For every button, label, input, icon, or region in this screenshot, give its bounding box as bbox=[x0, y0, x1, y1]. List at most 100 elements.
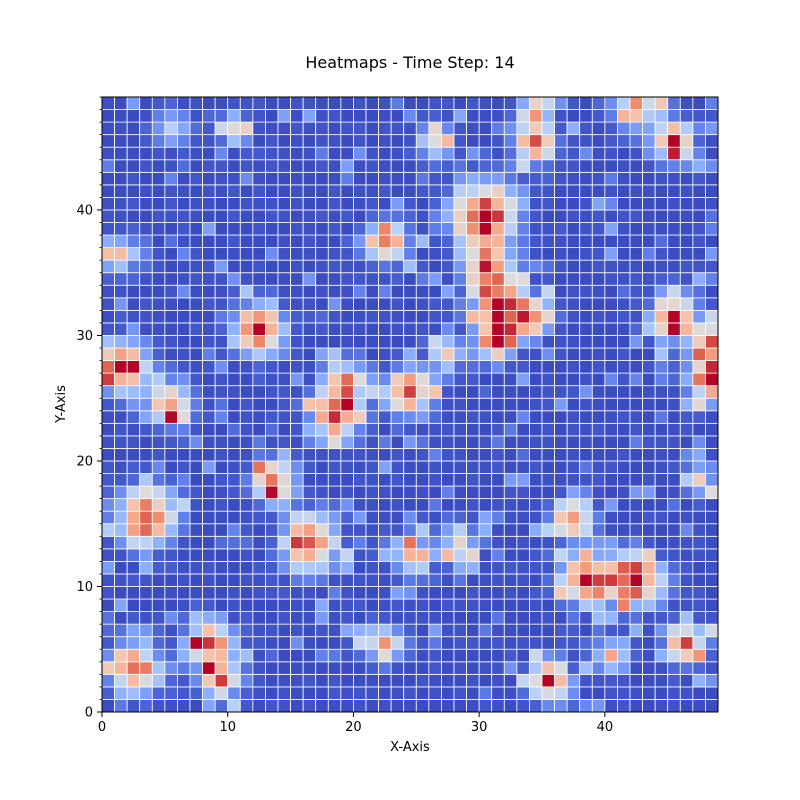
heatmap-cell bbox=[491, 209, 505, 223]
heatmap-cell bbox=[151, 259, 166, 274]
heatmap-cell bbox=[252, 234, 266, 249]
heatmap-cell bbox=[302, 460, 317, 474]
heatmap-cell bbox=[101, 197, 115, 211]
heatmap-cell bbox=[265, 171, 279, 186]
heatmap-cell bbox=[365, 347, 379, 361]
heatmap-cell bbox=[642, 209, 656, 223]
heatmap-cell bbox=[126, 699, 141, 713]
heatmap-cell bbox=[202, 548, 216, 562]
heatmap-cell bbox=[202, 560, 216, 575]
heatmap-cell bbox=[252, 535, 266, 550]
heatmap-cell bbox=[164, 209, 178, 223]
heatmap-cell bbox=[340, 460, 354, 474]
heatmap-cell bbox=[667, 134, 681, 148]
heatmap-cell bbox=[214, 586, 229, 600]
heatmap-cell bbox=[177, 259, 191, 274]
heatmap-cell bbox=[151, 197, 166, 211]
heatmap-cell bbox=[466, 410, 480, 424]
heatmap-cell bbox=[642, 259, 656, 274]
heatmap-cell bbox=[315, 699, 329, 713]
heatmap-cell bbox=[390, 523, 405, 537]
heatmap-cell bbox=[516, 623, 530, 638]
heatmap-cell bbox=[441, 259, 455, 274]
heatmap-cell bbox=[591, 272, 606, 286]
heatmap-cell bbox=[378, 699, 392, 713]
heatmap-cell bbox=[114, 435, 128, 449]
heatmap-cell bbox=[378, 159, 392, 173]
heatmap-cell bbox=[378, 209, 392, 223]
heatmap-cell bbox=[101, 435, 115, 449]
heatmap-cell bbox=[315, 523, 329, 537]
heatmap-cell bbox=[340, 535, 354, 550]
heatmap-cell bbox=[579, 372, 593, 387]
heatmap-cell bbox=[126, 372, 141, 387]
heatmap-cell bbox=[529, 473, 543, 487]
heatmap-cell bbox=[114, 611, 128, 625]
heatmap-cell bbox=[566, 209, 581, 223]
heatmap-cell bbox=[415, 171, 430, 186]
heatmap-cell bbox=[214, 309, 229, 324]
heatmap-cell bbox=[315, 322, 329, 336]
heatmap-cell bbox=[315, 448, 329, 462]
heatmap-cell bbox=[101, 234, 115, 249]
heatmap-cell bbox=[415, 548, 430, 562]
heatmap-cell bbox=[541, 297, 555, 311]
heatmap-cell bbox=[265, 159, 279, 173]
heatmap-cell bbox=[101, 335, 115, 349]
heatmap-cell bbox=[692, 410, 706, 424]
heatmap-cell bbox=[503, 222, 518, 236]
heatmap-cell bbox=[554, 234, 568, 249]
heatmap-cell bbox=[705, 673, 719, 688]
heatmap-cell bbox=[453, 548, 467, 562]
heatmap-cell bbox=[151, 560, 166, 575]
heatmap-cell bbox=[378, 184, 392, 198]
heatmap-cell bbox=[428, 510, 442, 525]
heatmap-cell bbox=[604, 460, 618, 474]
heatmap-cell bbox=[403, 360, 417, 374]
heatmap-cell bbox=[466, 448, 480, 462]
heatmap-cell bbox=[529, 611, 543, 625]
heatmap-cell bbox=[428, 648, 442, 663]
heatmap-cell bbox=[390, 309, 405, 324]
heatmap-cell bbox=[679, 360, 694, 374]
heatmap-cell bbox=[679, 485, 694, 500]
heatmap-cell bbox=[390, 611, 405, 625]
heatmap-cell bbox=[604, 209, 618, 223]
heatmap-cell bbox=[378, 448, 392, 462]
heatmap-cell bbox=[365, 460, 379, 474]
heatmap-cell bbox=[315, 460, 329, 474]
heatmap-cell bbox=[591, 96, 606, 110]
heatmap-cell bbox=[491, 573, 505, 587]
heatmap-cell bbox=[139, 209, 153, 223]
heatmap-cell bbox=[466, 673, 480, 688]
heatmap-cell bbox=[705, 159, 719, 173]
heatmap-cell bbox=[327, 385, 342, 399]
heatmap-cell bbox=[604, 284, 618, 299]
heatmap-cell bbox=[415, 360, 430, 374]
heatmap-cell bbox=[290, 510, 304, 525]
heatmap-cell bbox=[566, 523, 581, 537]
heatmap-cell bbox=[604, 372, 618, 387]
heatmap-cell bbox=[327, 485, 342, 500]
heatmap-cell bbox=[101, 259, 115, 274]
heatmap-cell bbox=[617, 686, 631, 700]
heatmap-cell bbox=[390, 686, 405, 700]
heatmap-cell bbox=[164, 573, 178, 587]
heatmap-cell bbox=[529, 586, 543, 600]
heatmap-cell bbox=[667, 247, 681, 261]
heatmap-cell bbox=[164, 247, 178, 261]
heatmap-cell bbox=[302, 297, 317, 311]
heatmap-cell bbox=[315, 661, 329, 675]
heatmap-cell bbox=[604, 159, 618, 173]
heatmap-cell bbox=[290, 322, 304, 336]
heatmap-cell bbox=[705, 623, 719, 638]
heatmap-cell bbox=[353, 360, 367, 374]
heatmap-cell bbox=[101, 372, 115, 387]
heatmap-cell bbox=[252, 699, 266, 713]
heatmap-cell bbox=[604, 510, 618, 525]
heatmap-cell bbox=[126, 397, 141, 412]
heatmap-cell bbox=[679, 636, 694, 650]
heatmap-cell bbox=[541, 448, 555, 462]
heatmap-cell bbox=[189, 284, 203, 299]
heatmap-cell bbox=[302, 448, 317, 462]
